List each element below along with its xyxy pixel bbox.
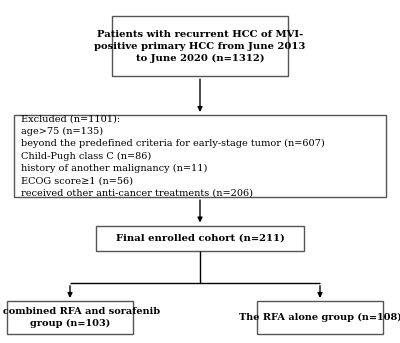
Text: Final enrolled cohort (n=211): Final enrolled cohort (n=211)	[116, 234, 284, 243]
Text: The combined RFA and sorafenib
group (n=103): The combined RFA and sorafenib group (n=…	[0, 307, 160, 328]
FancyBboxPatch shape	[96, 226, 304, 251]
FancyBboxPatch shape	[7, 301, 133, 333]
Text: Excluded (n=1101):
age>75 (n=135)
beyond the predefined criteria for early-stage: Excluded (n=1101): age>75 (n=135) beyond…	[21, 115, 325, 197]
FancyBboxPatch shape	[257, 301, 383, 333]
FancyBboxPatch shape	[112, 16, 288, 76]
FancyBboxPatch shape	[14, 115, 386, 197]
Text: The RFA alone group (n=108): The RFA alone group (n=108)	[239, 313, 400, 322]
Text: Patients with recurrent HCC of MVI-
positive primary HCC from June 2013
to June : Patients with recurrent HCC of MVI- posi…	[94, 29, 306, 63]
